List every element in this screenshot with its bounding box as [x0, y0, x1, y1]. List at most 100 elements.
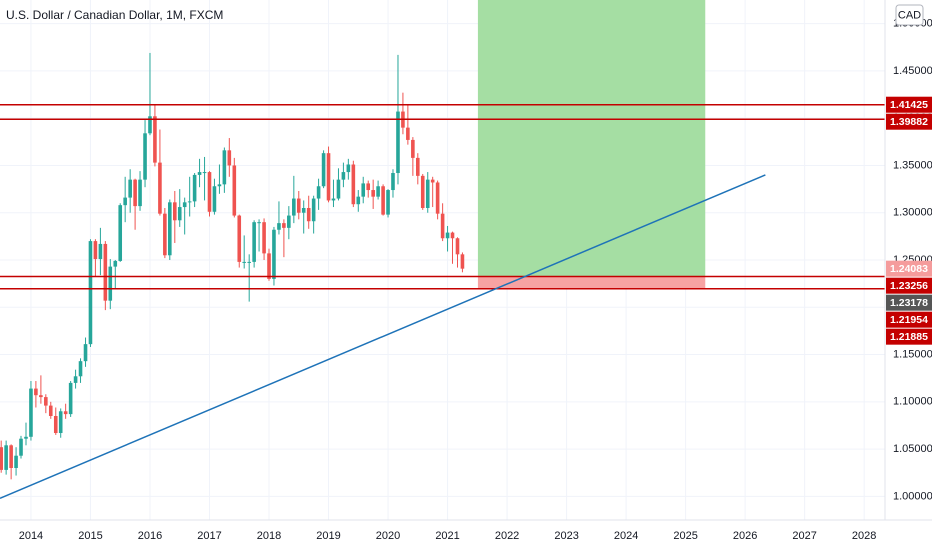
x-tick-label: 2018 [257, 530, 281, 542]
profit-zone [477, 0, 706, 277]
price-label: 1.24083 [890, 263, 928, 275]
candle-body [192, 174, 197, 202]
candle-body [282, 223, 286, 228]
candle-body [63, 411, 68, 415]
candle-body [88, 241, 93, 345]
candle-body [14, 455, 18, 468]
x-tick-label: 2021 [435, 530, 459, 542]
x-tick-label: 2028 [852, 530, 876, 542]
candle-body [257, 222, 261, 224]
candle-body [153, 116, 157, 163]
candle-body [272, 229, 276, 279]
candle-body [455, 238, 460, 255]
candle-body [227, 150, 232, 166]
candle-body [58, 411, 63, 434]
candle-body [391, 173, 395, 191]
candle-body [148, 116, 152, 134]
candle-body [406, 127, 410, 140]
currency-label[interactable]: CAD [898, 9, 921, 21]
candle-body [386, 190, 390, 215]
candle-body [172, 202, 177, 221]
candle-body [163, 213, 167, 256]
x-tick-label: 2024 [614, 530, 638, 542]
candle-body [296, 198, 301, 213]
candle-body [346, 164, 351, 173]
candle-body [73, 376, 78, 383]
candle-body [440, 213, 445, 239]
candle-body [177, 207, 182, 221]
candle-body [217, 184, 222, 187]
x-tick-label: 2016 [138, 530, 162, 542]
candle-body [98, 243, 103, 260]
candle-body [361, 183, 366, 197]
candle-body [252, 222, 256, 262]
x-tick-label: 2014 [19, 530, 43, 542]
candle-body [435, 182, 440, 214]
plot-area [0, 0, 885, 499]
candle-body [430, 179, 435, 183]
candle-body [39, 395, 43, 398]
price-label: 1.23256 [890, 280, 928, 292]
candle-body [207, 172, 212, 212]
candle-body [420, 175, 425, 208]
candle-body [267, 253, 271, 279]
x-tick-label: 2017 [197, 530, 221, 542]
candle-body [396, 111, 400, 174]
price-label: 1.21954 [890, 314, 928, 326]
candle-body [103, 243, 108, 301]
candle-body [306, 208, 311, 222]
y-tick-label: 1.15000 [893, 348, 932, 360]
candle-body [292, 198, 296, 216]
candle-body [341, 172, 346, 180]
x-tick-label: 2023 [554, 530, 578, 542]
x-tick-label: 2015 [78, 530, 102, 542]
x-tick-label: 2020 [376, 530, 400, 542]
candle-body [366, 183, 371, 191]
candle-body [411, 139, 415, 158]
candle-body [143, 133, 147, 180]
candle-body [108, 266, 113, 301]
candle-body [24, 436, 28, 439]
candle-body [48, 405, 53, 416]
trendline [0, 174, 766, 499]
x-tick-label: 2022 [495, 530, 519, 542]
candle-body [222, 150, 227, 185]
candle-body [123, 197, 127, 206]
candle-body [19, 438, 23, 456]
candle-body [128, 179, 132, 198]
candle-body [321, 153, 326, 187]
candle-body [351, 164, 356, 205]
candle-body [167, 202, 172, 256]
candle-body [212, 186, 217, 212]
candle-body [376, 186, 380, 197]
candle-body [356, 196, 361, 205]
candle-body [202, 172, 207, 174]
candle-body [287, 215, 291, 228]
y-tick-label: 1.35000 [893, 159, 932, 171]
price-label-box [886, 113, 932, 130]
price-label-box [886, 260, 932, 277]
candle-body [381, 186, 385, 215]
x-tick-label: 2025 [673, 530, 697, 542]
candle-body [158, 162, 162, 214]
candle-body [78, 361, 83, 377]
candle-body [336, 179, 341, 199]
candle-body [331, 198, 336, 201]
candle-body [326, 153, 331, 201]
candle-body [197, 172, 202, 175]
price-label-box [886, 294, 932, 311]
candle-body [29, 388, 33, 437]
candle-body [450, 232, 455, 239]
candle-body [311, 198, 316, 222]
currency-box[interactable] [895, 4, 924, 26]
price-label-box [886, 311, 932, 328]
price-label: 1.39882 [890, 116, 928, 128]
candle-body [371, 190, 375, 197]
candle-body [182, 202, 187, 208]
candle-body [133, 179, 137, 207]
candle-body [301, 208, 306, 213]
candle-body [262, 222, 266, 254]
candle-body [34, 388, 38, 396]
candle-body [445, 232, 450, 239]
